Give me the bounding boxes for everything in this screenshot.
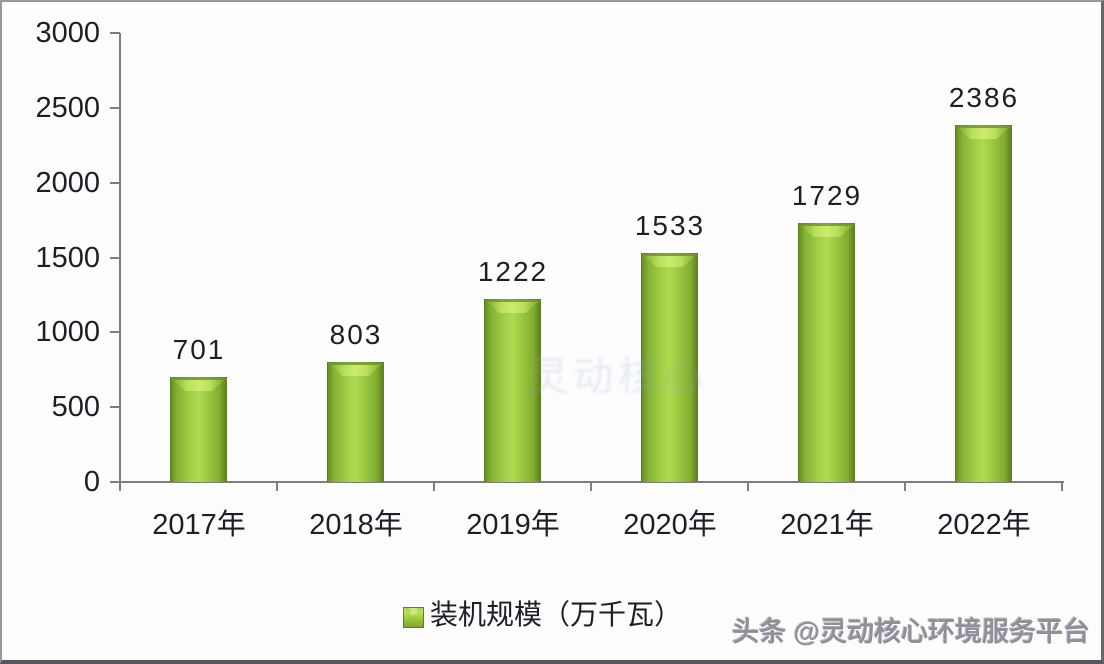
bar <box>170 377 227 482</box>
legend-marker-square <box>403 606 424 628</box>
y-tick-mark <box>110 481 120 483</box>
bar <box>641 253 698 482</box>
y-tick-label: 2000 <box>35 166 100 199</box>
y-tick-mark <box>110 32 120 34</box>
bar <box>327 362 384 482</box>
legend: 装机规模（万千瓦） <box>403 598 682 632</box>
y-tick-label: 1000 <box>35 316 100 349</box>
bar-value-label: 701 <box>172 334 226 365</box>
bar-value-label: 803 <box>329 319 383 350</box>
x-axis-category-label: 2017年 <box>152 509 246 541</box>
y-tick-mark <box>110 256 120 259</box>
y-tick-mark <box>110 406 120 409</box>
y-tick-label: 0 <box>83 466 100 498</box>
x-tick-mark <box>433 482 435 491</box>
x-axis-category-label: 2021年 <box>780 509 874 541</box>
bar-value-label: 2386 <box>948 82 1020 113</box>
y-tick-label: 2500 <box>35 91 100 124</box>
legend-label: 装机规模（万千瓦） <box>430 599 683 630</box>
y-tick-mark <box>110 106 120 109</box>
y-tick-mark <box>110 331 120 334</box>
x-tick-mark <box>276 482 278 491</box>
x-axis-category-label: 2018年 <box>309 509 403 541</box>
x-tick-mark <box>1061 482 1063 491</box>
bar <box>484 299 541 482</box>
y-tick-mark <box>110 181 120 184</box>
x-tick-mark <box>590 482 592 491</box>
y-tick-label: 500 <box>51 391 100 424</box>
x-axis-category-label: 2019年 <box>466 509 560 541</box>
x-tick-mark <box>904 482 906 491</box>
x-tick-mark <box>119 482 121 491</box>
x-axis-category-label: 2022年 <box>937 509 1031 541</box>
bar <box>955 125 1012 482</box>
y-tick-label: 1500 <box>35 241 100 274</box>
bar-value-label: 1222 <box>477 256 549 287</box>
x-tick-mark <box>747 482 749 491</box>
bar <box>798 223 855 482</box>
byline-watermark: 头条 @灵动核心环境服务平台 <box>732 617 1090 647</box>
bar-value-label: 1533 <box>634 210 706 241</box>
x-axis-category-label: 2020年 <box>623 509 717 541</box>
bar-value-label: 1729 <box>791 180 863 211</box>
y-tick-label: 3000 <box>35 17 100 49</box>
y-axis <box>119 33 121 483</box>
